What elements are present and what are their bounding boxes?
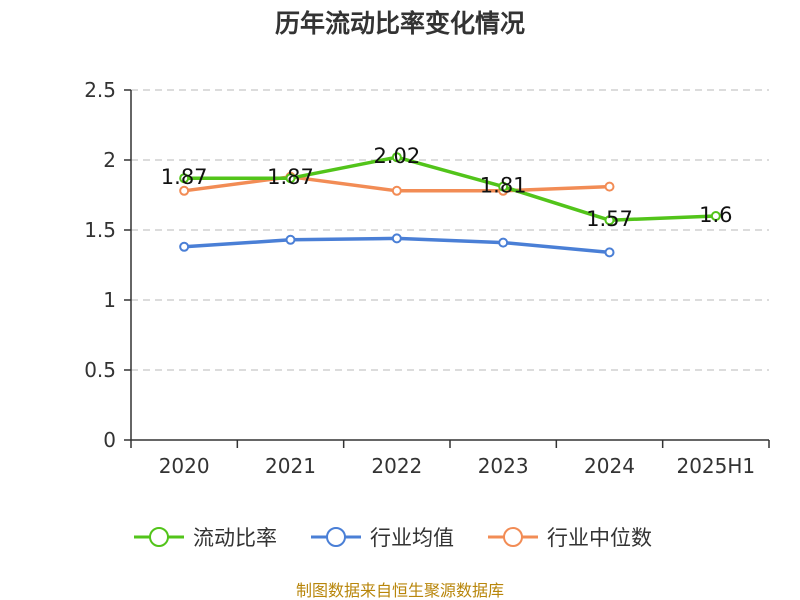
data-label: 1.87 (267, 165, 314, 189)
data-point (604, 181, 615, 192)
data-point (179, 173, 190, 184)
y-tick-label: 2.5 (84, 78, 116, 102)
x-tick-label: 2022 (371, 454, 422, 478)
axes: 0 0.5 1 1.5 2 2.5 2020 2021 2022 2023 2024 2025H1 (84, 78, 770, 478)
data-point (391, 185, 402, 196)
data-point (391, 233, 402, 244)
data-label: 1.87 (161, 165, 208, 189)
y-tick-label: 1 (103, 288, 116, 312)
legend-label: 行业中位数 (547, 526, 652, 550)
x-tick-label: 2021 (265, 454, 316, 478)
chart-title: 历年流动比率变化情况 (275, 9, 525, 38)
legend-label: 行业均值 (370, 526, 454, 550)
data-label: 1.57 (586, 207, 633, 231)
series-lines (179, 152, 721, 258)
y-tick-label: 0 (103, 428, 116, 452)
legend-label: 流动比率 (193, 526, 277, 550)
legend-swatch-marker (326, 527, 346, 547)
legend-swatch-marker (503, 527, 523, 547)
data-labels: 1.87 1.87 2.02 1.81 1.57 1.6 (161, 144, 733, 231)
source-note: 制图数据来自恒生聚源数据库 (296, 581, 504, 600)
data-label: 2.02 (373, 144, 420, 168)
data-point (179, 185, 190, 196)
grid-lines (131, 89, 769, 371)
data-point (710, 211, 721, 221)
legend: 流动比率 行业均值 行业中位数 (134, 526, 652, 550)
data-label: 1.6 (699, 203, 732, 227)
data-point (604, 215, 615, 226)
x-tick-label: 2025H1 (676, 454, 755, 478)
x-tick-label: 2020 (159, 454, 210, 478)
y-tick-label: 2 (103, 148, 116, 172)
data-point (498, 181, 509, 192)
y-tick-label: 1.5 (84, 218, 116, 242)
data-point (604, 247, 615, 258)
legend-swatch-marker (149, 527, 169, 547)
data-point (285, 234, 296, 245)
x-tick-label: 2023 (478, 454, 529, 478)
series-line (182, 155, 718, 222)
y-tick-label: 0.5 (84, 358, 116, 382)
data-point (391, 152, 402, 163)
data-point (285, 173, 296, 184)
data-point (498, 237, 509, 248)
x-tick-label: 2024 (584, 454, 635, 478)
data-label: 1.81 (480, 174, 527, 198)
data-point (179, 241, 190, 252)
